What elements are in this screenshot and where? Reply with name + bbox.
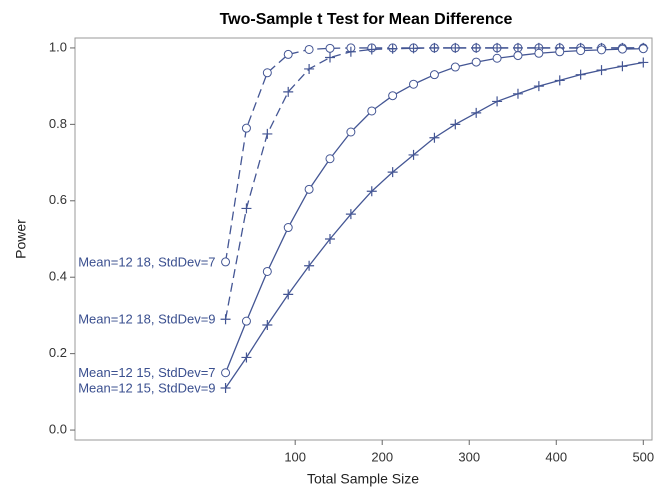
- marker: [304, 260, 315, 271]
- marker: [408, 149, 419, 160]
- marker: [304, 63, 315, 74]
- y-axis-label: Power: [13, 219, 29, 259]
- x-axis-label: Total Sample Size: [307, 471, 419, 487]
- marker: [283, 86, 294, 97]
- marker: [534, 48, 544, 58]
- curve-label: Mean=12 15, StdDev=9: [78, 380, 215, 395]
- marker: [345, 46, 356, 57]
- marker: [409, 79, 419, 89]
- marker: [450, 42, 461, 53]
- marker: [220, 383, 231, 394]
- marker: [262, 68, 272, 78]
- curve-label: Mean=12 15, StdDev=7: [78, 365, 215, 380]
- marker: [388, 91, 398, 101]
- curve-label: Mean=12 18, StdDev=9: [78, 312, 215, 327]
- chart-title: Two-Sample t Test for Mean Difference: [220, 11, 513, 28]
- marker: [366, 44, 377, 55]
- marker: [555, 47, 565, 57]
- marker: [638, 57, 649, 68]
- marker: [471, 107, 482, 118]
- marker: [324, 52, 335, 63]
- marker: [512, 88, 523, 99]
- marker: [241, 203, 252, 214]
- x-tick-label: 500: [632, 449, 654, 464]
- marker: [221, 257, 231, 267]
- marker: [283, 223, 293, 233]
- marker: [262, 266, 272, 276]
- marker: [596, 65, 607, 76]
- marker: [450, 62, 460, 72]
- marker: [367, 106, 377, 116]
- marker: [429, 70, 439, 80]
- x-tick-label: 400: [545, 449, 567, 464]
- y-tick-label: 0.8: [49, 116, 67, 131]
- marker: [366, 186, 377, 197]
- y-tick-label: 0.6: [49, 192, 67, 207]
- marker: [575, 69, 586, 80]
- marker: [346, 127, 356, 137]
- marker: [241, 352, 252, 363]
- marker: [638, 44, 648, 54]
- marker: [471, 57, 481, 67]
- marker: [576, 46, 586, 56]
- marker: [325, 154, 335, 164]
- marker: [262, 319, 273, 330]
- marker: [597, 45, 607, 55]
- x-tick-label: 200: [371, 449, 393, 464]
- marker: [387, 43, 398, 54]
- marker: [387, 167, 398, 178]
- marker: [513, 51, 523, 61]
- marker: [262, 128, 273, 139]
- y-tick-label: 0.0: [49, 422, 67, 437]
- marker: [345, 209, 356, 220]
- y-tick-label: 0.4: [49, 269, 67, 284]
- marker: [617, 44, 627, 54]
- marker: [492, 42, 503, 53]
- marker: [471, 42, 482, 53]
- curve-label: Mean=12 18, StdDev=7: [78, 254, 215, 269]
- marker: [220, 314, 231, 325]
- marker: [325, 43, 335, 53]
- marker: [324, 234, 335, 244]
- marker: [429, 42, 440, 53]
- marker: [241, 123, 251, 133]
- marker: [533, 81, 544, 92]
- marker: [450, 119, 461, 130]
- marker: [492, 53, 502, 63]
- marker: [429, 132, 440, 143]
- marker: [283, 289, 294, 300]
- marker: [304, 184, 314, 194]
- plot-frame: [74, 37, 653, 441]
- y-tick-label: 0.2: [49, 345, 67, 360]
- marker: [617, 61, 628, 72]
- marker: [304, 44, 314, 54]
- marker: [554, 75, 565, 86]
- marker: [241, 316, 251, 326]
- x-tick-label: 300: [458, 449, 480, 464]
- marker: [408, 43, 419, 54]
- x-tick-label: 100: [284, 449, 306, 464]
- marker: [492, 96, 503, 107]
- y-tick-label: 1.0: [49, 39, 67, 54]
- marker: [221, 368, 231, 378]
- marker: [283, 49, 293, 59]
